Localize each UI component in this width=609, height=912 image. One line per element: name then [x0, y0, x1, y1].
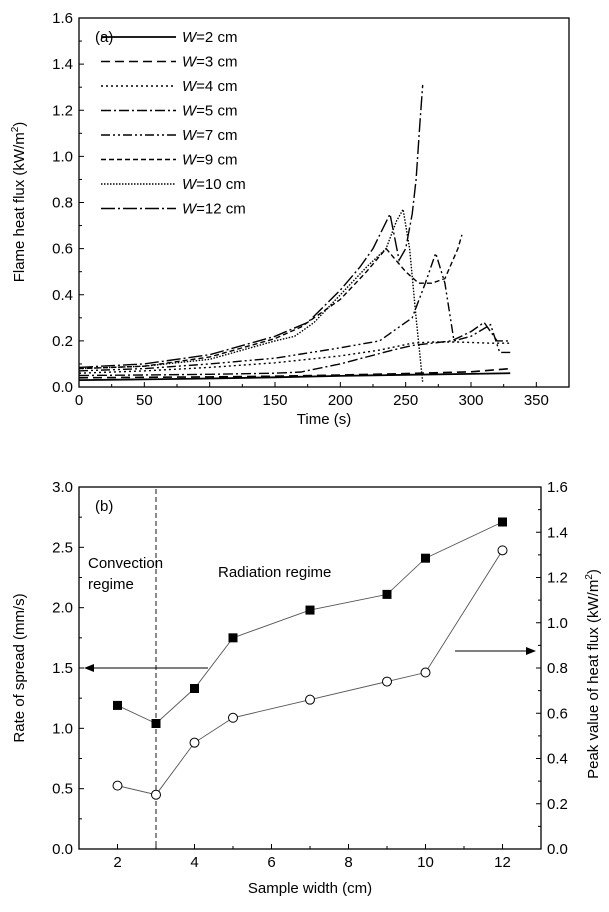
peak-heat-flux-marker — [189, 737, 200, 748]
panel-b-x-tick-label: 4 — [190, 854, 198, 871]
panel-b-left-y-tick-label: 2.5 — [52, 539, 73, 556]
series-line-9-cm — [78, 234, 463, 370]
panel-a-x-tick-label: 150 — [262, 392, 287, 409]
panel-a-y-tick-label: 0.6 — [52, 241, 73, 258]
panel-b-left-y-tick-label: 0.5 — [52, 781, 73, 798]
panel-a-y-tick-label: 0.2 — [52, 333, 73, 350]
panel-a-y-axis-label: Flame heat flux (kW/m2) — [10, 122, 28, 283]
panel-b-right-y-tick-label: 0.2 — [547, 796, 568, 813]
series-line-7-cm — [78, 250, 511, 372]
panel-a-legend: W=2 cm W=3 cm W=4 cm W=5 cm W=7 cm W=9 cm W=10… — [101, 29, 246, 218]
rate-of-spread-marker — [190, 684, 199, 694]
rate-of-spread-marker — [498, 517, 507, 527]
panel-a-gridless-frame — [78, 17, 570, 388]
panel-a-x-tick-label: 100 — [197, 392, 222, 409]
left-axis-arrow — [84, 664, 208, 672]
legend-entry-label: W=12 cm — [182, 201, 246, 218]
rate-of-spread-line — [117, 521, 503, 725]
panel-b-left-y-tick-label: 2.0 — [52, 600, 73, 617]
legend-entry-label: W=5 cm — [182, 103, 237, 120]
panel-a-x-tick-label: 50 — [136, 392, 153, 409]
panel-b-x-axis-label: Sample width (cm) — [248, 880, 372, 897]
rate-of-spread-marker — [305, 605, 315, 615]
panel-b-right-y-tick-label: 0.8 — [547, 660, 568, 677]
panel-a-y-tick-label: 0.8 — [52, 195, 73, 212]
panel-b-right-y-axis-label: Peak value of heat flux (kW/m2) — [584, 569, 602, 779]
panel-a-y-tick-label: 1.6 — [52, 10, 73, 27]
convection-regime-label-line1: Convection — [88, 555, 163, 572]
series-line-12-cm — [78, 84, 424, 369]
panel-b-label: (b) — [95, 498, 113, 515]
rate-of-spread-marker — [421, 553, 430, 563]
panel-b-right-y-tick-label: 0.6 — [547, 705, 568, 722]
legend-entry-label: W=4 cm — [182, 78, 237, 95]
panel-b-right-y-tick-label: 1.0 — [547, 615, 568, 632]
series-line-5-cm — [78, 321, 511, 377]
panel-b-x-tick-label: 10 — [417, 854, 434, 871]
convection-regime-label-line2: regime — [88, 576, 134, 593]
panel-b-chart: 2 4 6 8 10 12 0.0 0.5 1.0 1.5 2.0 2.5 3.0 0.0 0.2 0.4… — [11, 479, 602, 897]
legend-entry-label: W=3 cm — [182, 54, 237, 71]
legend-entry-label: W=9 cm — [182, 152, 237, 169]
peak-heat-flux-marker — [382, 676, 392, 687]
panel-a-y-tick-label: 0.4 — [52, 287, 73, 304]
panel-b-left-y-tick-label: 1.0 — [52, 720, 73, 737]
panel-a-x-tick-label: 350 — [524, 392, 549, 409]
panel-b-x-ticks: 2 4 6 8 10 12 — [78, 844, 542, 871]
panel-b-right-y-tick-label: 1.2 — [547, 570, 568, 587]
panel-a-series-lines — [78, 84, 511, 383]
peak-heat-flux-marker — [228, 712, 238, 723]
panel-b-left-y-ticks: 0.0 0.5 1.0 1.5 2.0 2.5 3.0 — [52, 479, 84, 858]
panel-b-left-y-tick-label: 0.0 — [52, 841, 73, 858]
panel-a-x-tick-label: 0 — [75, 392, 83, 409]
rate-of-spread-marker — [382, 589, 392, 599]
panel-b-right-y-tick-label: 0.0 — [547, 841, 568, 858]
panel-b-left-y-tick-label: 1.5 — [52, 660, 73, 677]
panel-a-x-tick-label: 300 — [458, 392, 483, 409]
panel-b-series — [112, 517, 508, 800]
panel-a-x-ticks: 0 50 100 150 200 250 300 350 — [75, 382, 549, 409]
panel-a-label: (a) — [95, 29, 113, 46]
panel-b-x-tick-label: 2 — [113, 854, 121, 871]
panel-b-right-y-tick-label: 1.4 — [547, 524, 568, 541]
panel-a-x-axis-label: Time (s) — [297, 411, 351, 428]
series-line-3-cm — [78, 367, 511, 379]
panel-a-y-ticks: 0.0 0.2 0.4 0.6 0.8 1.0 1.2 1.4 1.6 — [52, 10, 84, 396]
rate-of-spread-marker — [113, 700, 122, 710]
right-axis-arrow — [455, 647, 536, 655]
panel-a-x-tick-label: 250 — [393, 392, 418, 409]
panel-a-x-tick-label: 200 — [328, 392, 353, 409]
panel-b-right-y-tick-label: 0.4 — [547, 751, 568, 768]
panel-b-x-tick-label: 6 — [267, 854, 275, 871]
legend-entry-label: W=10 cm — [182, 176, 246, 193]
peak-heat-flux-marker — [151, 789, 161, 800]
panel-a-y-tick-label: 0.0 — [52, 379, 73, 396]
series-line-4-cm — [78, 341, 511, 374]
panel-b-left-y-axis-label: Rate of spread (mm/s) — [11, 593, 28, 742]
peak-heat-flux-marker — [497, 545, 508, 556]
series-line-2-cm — [78, 372, 511, 381]
panel-b-right-y-ticks: 0.0 0.2 0.4 0.6 0.8 1.0 1.2 1.4 1.6 — [536, 479, 568, 858]
panel-b-x-tick-label: 12 — [494, 854, 511, 871]
panel-a-plot-frame — [78, 17, 570, 388]
panel-b-left-y-tick-label: 3.0 — [52, 479, 73, 496]
panel-a-y-tick-label: 1.4 — [52, 56, 73, 73]
rate-of-spread-marker — [228, 633, 238, 643]
panel-a-chart: 0 50 100 150 200 250 300 350 0.0 0.2 0.4 0.6 0.8 1.0… — [10, 10, 570, 428]
peak-heat-flux-line — [117, 550, 503, 796]
rate-of-spread-marker — [151, 719, 161, 729]
series-line-10-cm — [78, 207, 424, 383]
legend-entry-label: W=7 cm — [182, 127, 237, 144]
peak-heat-flux-marker — [420, 667, 431, 678]
panel-b-right-y-tick-label: 1.6 — [547, 479, 568, 496]
legend-entry-label: W=2 cm — [182, 29, 237, 46]
panel-a-y-tick-label: 1.2 — [52, 102, 73, 119]
peak-heat-flux-marker — [112, 780, 123, 791]
peak-heat-flux-marker — [305, 694, 315, 705]
panel-a-y-tick-label: 1.0 — [52, 148, 73, 165]
radiation-regime-label: Radiation regime — [218, 564, 331, 581]
panel-b-x-tick-label: 8 — [344, 854, 352, 871]
